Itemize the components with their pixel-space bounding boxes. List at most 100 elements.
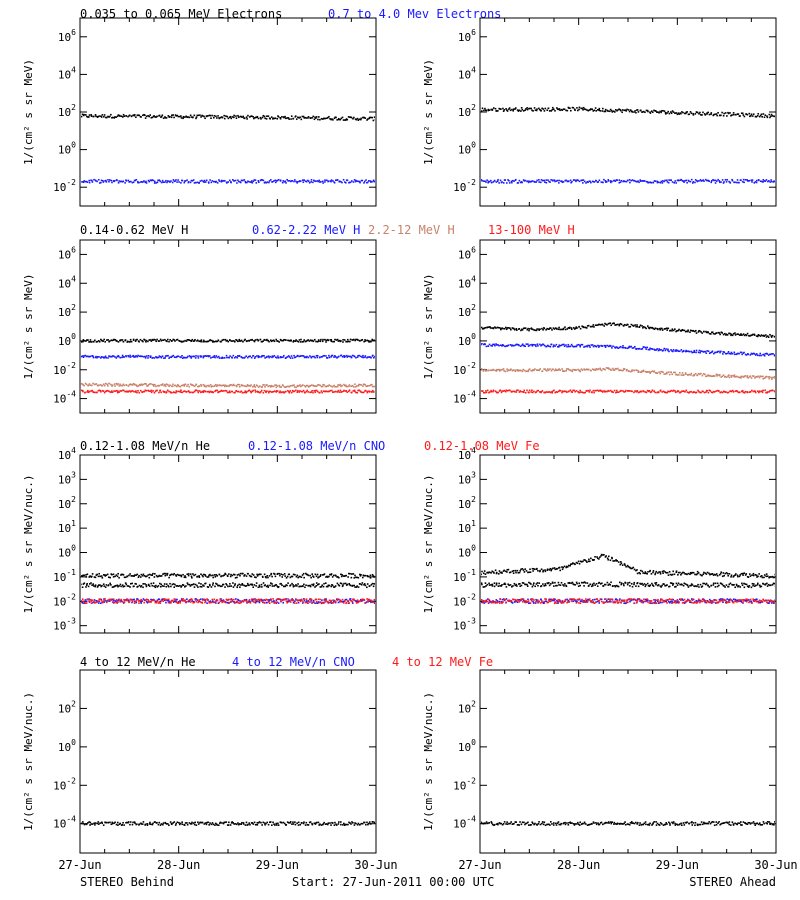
- data-point: [109, 576, 111, 579]
- data-point: [112, 576, 115, 578]
- data-point: [610, 581, 612, 584]
- data-point: [152, 572, 154, 575]
- data-point: [481, 179, 483, 181]
- data-point: [497, 179, 499, 181]
- data-point: [738, 334, 741, 336]
- data-point: [129, 598, 132, 601]
- data-point: [604, 110, 607, 113]
- data-point: [197, 385, 199, 388]
- data-point: [228, 602, 230, 605]
- data-point: [147, 384, 150, 386]
- data-point: [679, 391, 681, 394]
- data-point: [612, 345, 614, 348]
- data-point: [658, 371, 660, 373]
- data-point: [327, 180, 330, 182]
- data-point: [664, 111, 667, 114]
- data-point: [307, 339, 310, 341]
- data-point: [702, 390, 704, 393]
- data-point: [373, 355, 375, 358]
- data-point: [511, 327, 514, 329]
- data-point: [211, 584, 214, 586]
- data-point: [159, 389, 162, 392]
- data-point: [706, 113, 708, 115]
- data-point: [321, 340, 324, 343]
- data-point: [140, 116, 142, 118]
- data-point: [521, 181, 523, 184]
- data-point: [664, 179, 666, 182]
- data-point: [727, 352, 729, 355]
- data-point: [233, 598, 235, 601]
- data-point: [567, 180, 569, 182]
- data-point: [166, 389, 169, 392]
- data-point: [253, 117, 255, 120]
- data-point: [332, 599, 335, 602]
- data-point: [592, 389, 595, 392]
- data-point: [506, 370, 509, 372]
- data-point: [489, 327, 492, 329]
- data-point: [213, 340, 215, 343]
- y-tick-label: 104: [458, 65, 476, 81]
- data-point: [268, 180, 271, 182]
- data-point: [325, 339, 328, 342]
- data-point: [118, 576, 120, 579]
- data-point: [188, 598, 191, 601]
- data-point: [252, 598, 255, 601]
- data-point: [84, 599, 87, 601]
- data-point: [766, 335, 769, 337]
- data-point: [177, 602, 180, 604]
- data-point: [159, 600, 162, 603]
- data-point: [361, 179, 364, 182]
- data-point: [615, 368, 618, 370]
- data-point: [561, 109, 564, 111]
- data-point: [518, 369, 520, 372]
- data-point: [165, 585, 168, 588]
- data-point: [669, 390, 672, 393]
- data-point: [271, 356, 273, 359]
- data-point: [613, 389, 616, 392]
- data-point: [126, 599, 128, 602]
- data-point: [322, 383, 324, 386]
- data-point: [302, 181, 305, 184]
- data-point: [688, 180, 690, 183]
- data-point: [237, 116, 240, 119]
- data-point: [614, 109, 617, 111]
- data-point: [101, 584, 103, 587]
- data-point: [294, 600, 296, 603]
- data-point: [675, 112, 677, 114]
- data-point: [495, 343, 497, 345]
- data-point: [616, 179, 619, 181]
- data-point: [152, 598, 155, 601]
- data-point: [555, 584, 557, 587]
- data-point: [127, 354, 129, 357]
- data-point: [193, 601, 195, 604]
- data-point: [309, 385, 312, 387]
- data-point: [561, 328, 563, 331]
- data-point: [647, 326, 650, 329]
- data-point: [317, 180, 320, 183]
- data-point: [173, 391, 176, 394]
- data-point: [159, 355, 162, 358]
- data-point: [108, 598, 111, 601]
- data-point: [323, 573, 326, 575]
- data-point: [362, 383, 365, 386]
- data-point: [321, 180, 324, 183]
- data-point: [303, 356, 306, 359]
- data-point: [348, 389, 351, 392]
- data-point: [232, 582, 234, 584]
- data-point: [350, 356, 353, 359]
- data-point: [679, 583, 681, 586]
- data-point: [333, 586, 335, 588]
- data-point: [85, 586, 87, 588]
- data-point: [176, 584, 179, 587]
- data-point: [572, 345, 575, 348]
- data-point: [741, 334, 743, 336]
- data-point: [498, 368, 501, 371]
- data-point: [717, 111, 719, 114]
- data-point: [368, 180, 370, 182]
- data-point: [612, 110, 615, 112]
- data-point: [167, 354, 169, 357]
- data-point: [636, 369, 638, 371]
- data-point: [301, 602, 304, 604]
- data-point: [310, 576, 312, 579]
